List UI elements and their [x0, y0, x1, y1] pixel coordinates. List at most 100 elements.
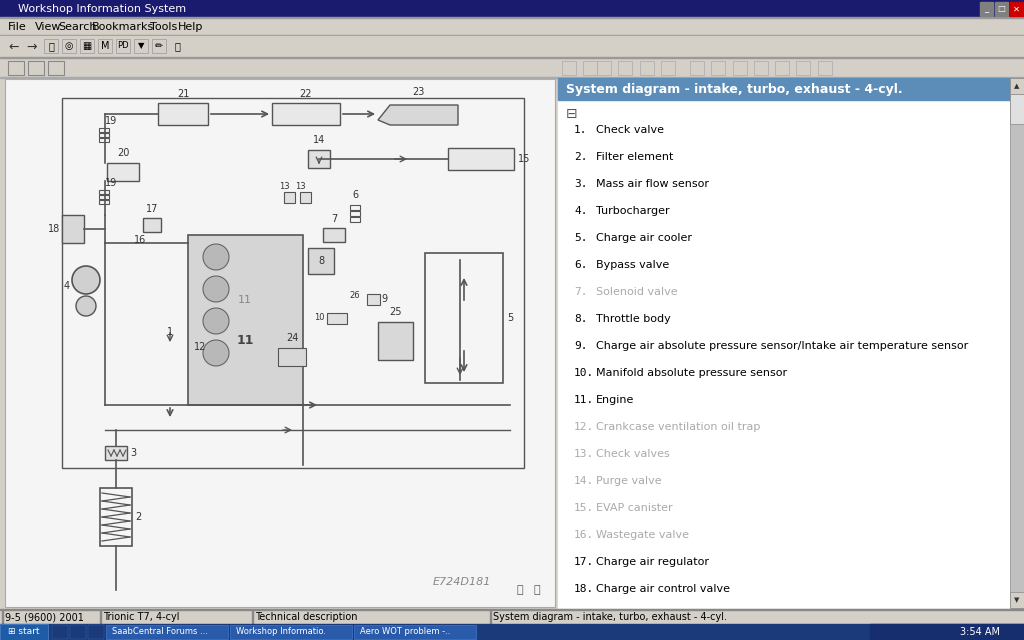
Text: Trionic T7, 4-cyl: Trionic T7, 4-cyl — [103, 612, 179, 622]
Text: →: → — [26, 40, 37, 54]
Bar — [106, 163, 139, 181]
Bar — [1010, 592, 1024, 608]
Text: 14.: 14. — [574, 476, 594, 486]
Text: 18.: 18. — [574, 584, 594, 594]
Bar — [62, 215, 84, 243]
Bar — [99, 190, 109, 194]
Bar — [733, 61, 746, 75]
Text: 5.: 5. — [574, 233, 588, 243]
Text: 8: 8 — [317, 256, 324, 266]
Text: Engine: Engine — [596, 395, 635, 405]
Bar — [618, 61, 632, 75]
Text: Charge air control valve: Charge air control valve — [596, 584, 730, 594]
Bar — [323, 228, 345, 242]
Text: 16: 16 — [134, 235, 146, 245]
Text: 11: 11 — [238, 295, 252, 305]
Bar — [62, 98, 524, 468]
Text: Wastegate valve: Wastegate valve — [596, 530, 689, 540]
Bar — [711, 61, 725, 75]
Circle shape — [203, 276, 229, 302]
Text: Check valves: Check valves — [596, 449, 670, 459]
Text: Charge air absolute pressure sensor/Intake air temperature sensor: Charge air absolute pressure sensor/Inta… — [596, 341, 969, 351]
Bar — [1010, 94, 1024, 124]
Bar — [116, 39, 130, 53]
Bar — [52, 625, 68, 639]
Bar — [188, 235, 303, 405]
Text: 12.: 12. — [574, 422, 594, 432]
Bar — [558, 100, 1010, 608]
Bar — [0, 609, 1024, 610]
Text: Charge air cooler: Charge air cooler — [596, 233, 692, 243]
Bar — [278, 348, 306, 366]
Text: ▼: ▼ — [1015, 597, 1020, 603]
Text: 17.: 17. — [574, 557, 594, 567]
Bar — [0, 58, 1024, 78]
Circle shape — [72, 266, 100, 294]
Text: ◎: ◎ — [65, 41, 74, 51]
Text: 21: 21 — [177, 89, 189, 99]
Bar — [995, 2, 1008, 16]
Text: 7.: 7. — [574, 287, 588, 297]
Text: _: _ — [984, 4, 988, 13]
Bar — [0, 17, 1024, 18]
Circle shape — [203, 244, 229, 270]
Bar — [558, 78, 1024, 100]
Text: ✕: ✕ — [1013, 4, 1020, 13]
Text: 4.: 4. — [574, 206, 588, 216]
Bar — [597, 61, 611, 75]
Bar — [99, 133, 109, 137]
Text: 23: 23 — [412, 87, 424, 97]
Bar — [583, 61, 597, 75]
Bar — [99, 195, 109, 199]
Bar — [690, 61, 705, 75]
Text: Manifold absolute pressure sensor: Manifold absolute pressure sensor — [596, 368, 787, 378]
Text: 13: 13 — [279, 182, 290, 191]
Text: 15.: 15. — [574, 503, 594, 513]
Bar — [562, 61, 575, 75]
Bar — [1010, 78, 1024, 608]
Bar — [99, 138, 109, 142]
Bar — [754, 61, 768, 75]
Bar — [80, 39, 94, 53]
Bar — [354, 625, 476, 639]
Polygon shape — [378, 105, 458, 125]
Text: 13.: 13. — [574, 449, 594, 459]
Text: 11: 11 — [237, 333, 254, 346]
Bar — [106, 625, 228, 639]
Text: System diagram - intake, turbo, exhaust - 4-cyl.: System diagram - intake, turbo, exhaust … — [493, 612, 727, 622]
Text: ←: ← — [8, 40, 18, 54]
Bar — [143, 218, 161, 232]
Text: Charge air regulator: Charge air regulator — [596, 557, 709, 567]
Bar — [152, 39, 166, 53]
Text: ▦: ▦ — [82, 41, 91, 51]
Text: 6: 6 — [352, 190, 358, 200]
Bar — [350, 205, 360, 210]
Bar — [48, 61, 63, 75]
Text: Bookmarks: Bookmarks — [92, 22, 155, 32]
Text: 10: 10 — [314, 314, 325, 323]
Text: 25: 25 — [389, 307, 401, 317]
Bar — [775, 61, 790, 75]
Bar — [350, 211, 360, 216]
Text: 19: 19 — [104, 116, 117, 126]
Text: 3.: 3. — [574, 179, 588, 189]
Bar — [5, 79, 555, 607]
Text: View: View — [35, 22, 61, 32]
Circle shape — [76, 296, 96, 316]
Text: Workshop Information System: Workshop Information System — [18, 4, 186, 14]
Bar — [1010, 2, 1023, 16]
Text: ⊟: ⊟ — [566, 107, 578, 121]
Text: Turbocharger: Turbocharger — [596, 206, 670, 216]
Circle shape — [203, 340, 229, 366]
Bar — [449, 148, 514, 170]
Text: Solenoid valve: Solenoid valve — [596, 287, 678, 297]
Text: 8.: 8. — [574, 314, 588, 324]
Text: ⊞ start: ⊞ start — [8, 627, 40, 637]
Bar — [327, 313, 347, 324]
Text: System diagram - intake, turbo, exhaust - 4-cyl.: System diagram - intake, turbo, exhaust … — [566, 83, 902, 95]
Bar — [818, 61, 831, 75]
Text: 24: 24 — [286, 333, 298, 343]
Text: EVAP canister: EVAP canister — [596, 503, 673, 513]
Bar — [1010, 78, 1024, 94]
Bar — [640, 61, 654, 75]
